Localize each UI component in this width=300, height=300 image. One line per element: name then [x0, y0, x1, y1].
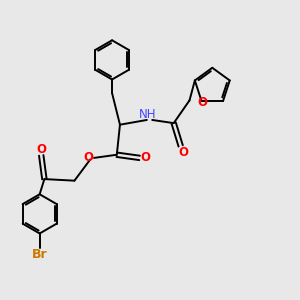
Text: O: O	[36, 142, 46, 156]
Text: O: O	[140, 152, 150, 164]
Text: Br: Br	[32, 248, 47, 261]
Text: O: O	[179, 146, 189, 159]
Text: NH: NH	[139, 108, 156, 121]
Text: O: O	[197, 96, 207, 110]
Text: O: O	[84, 152, 94, 164]
